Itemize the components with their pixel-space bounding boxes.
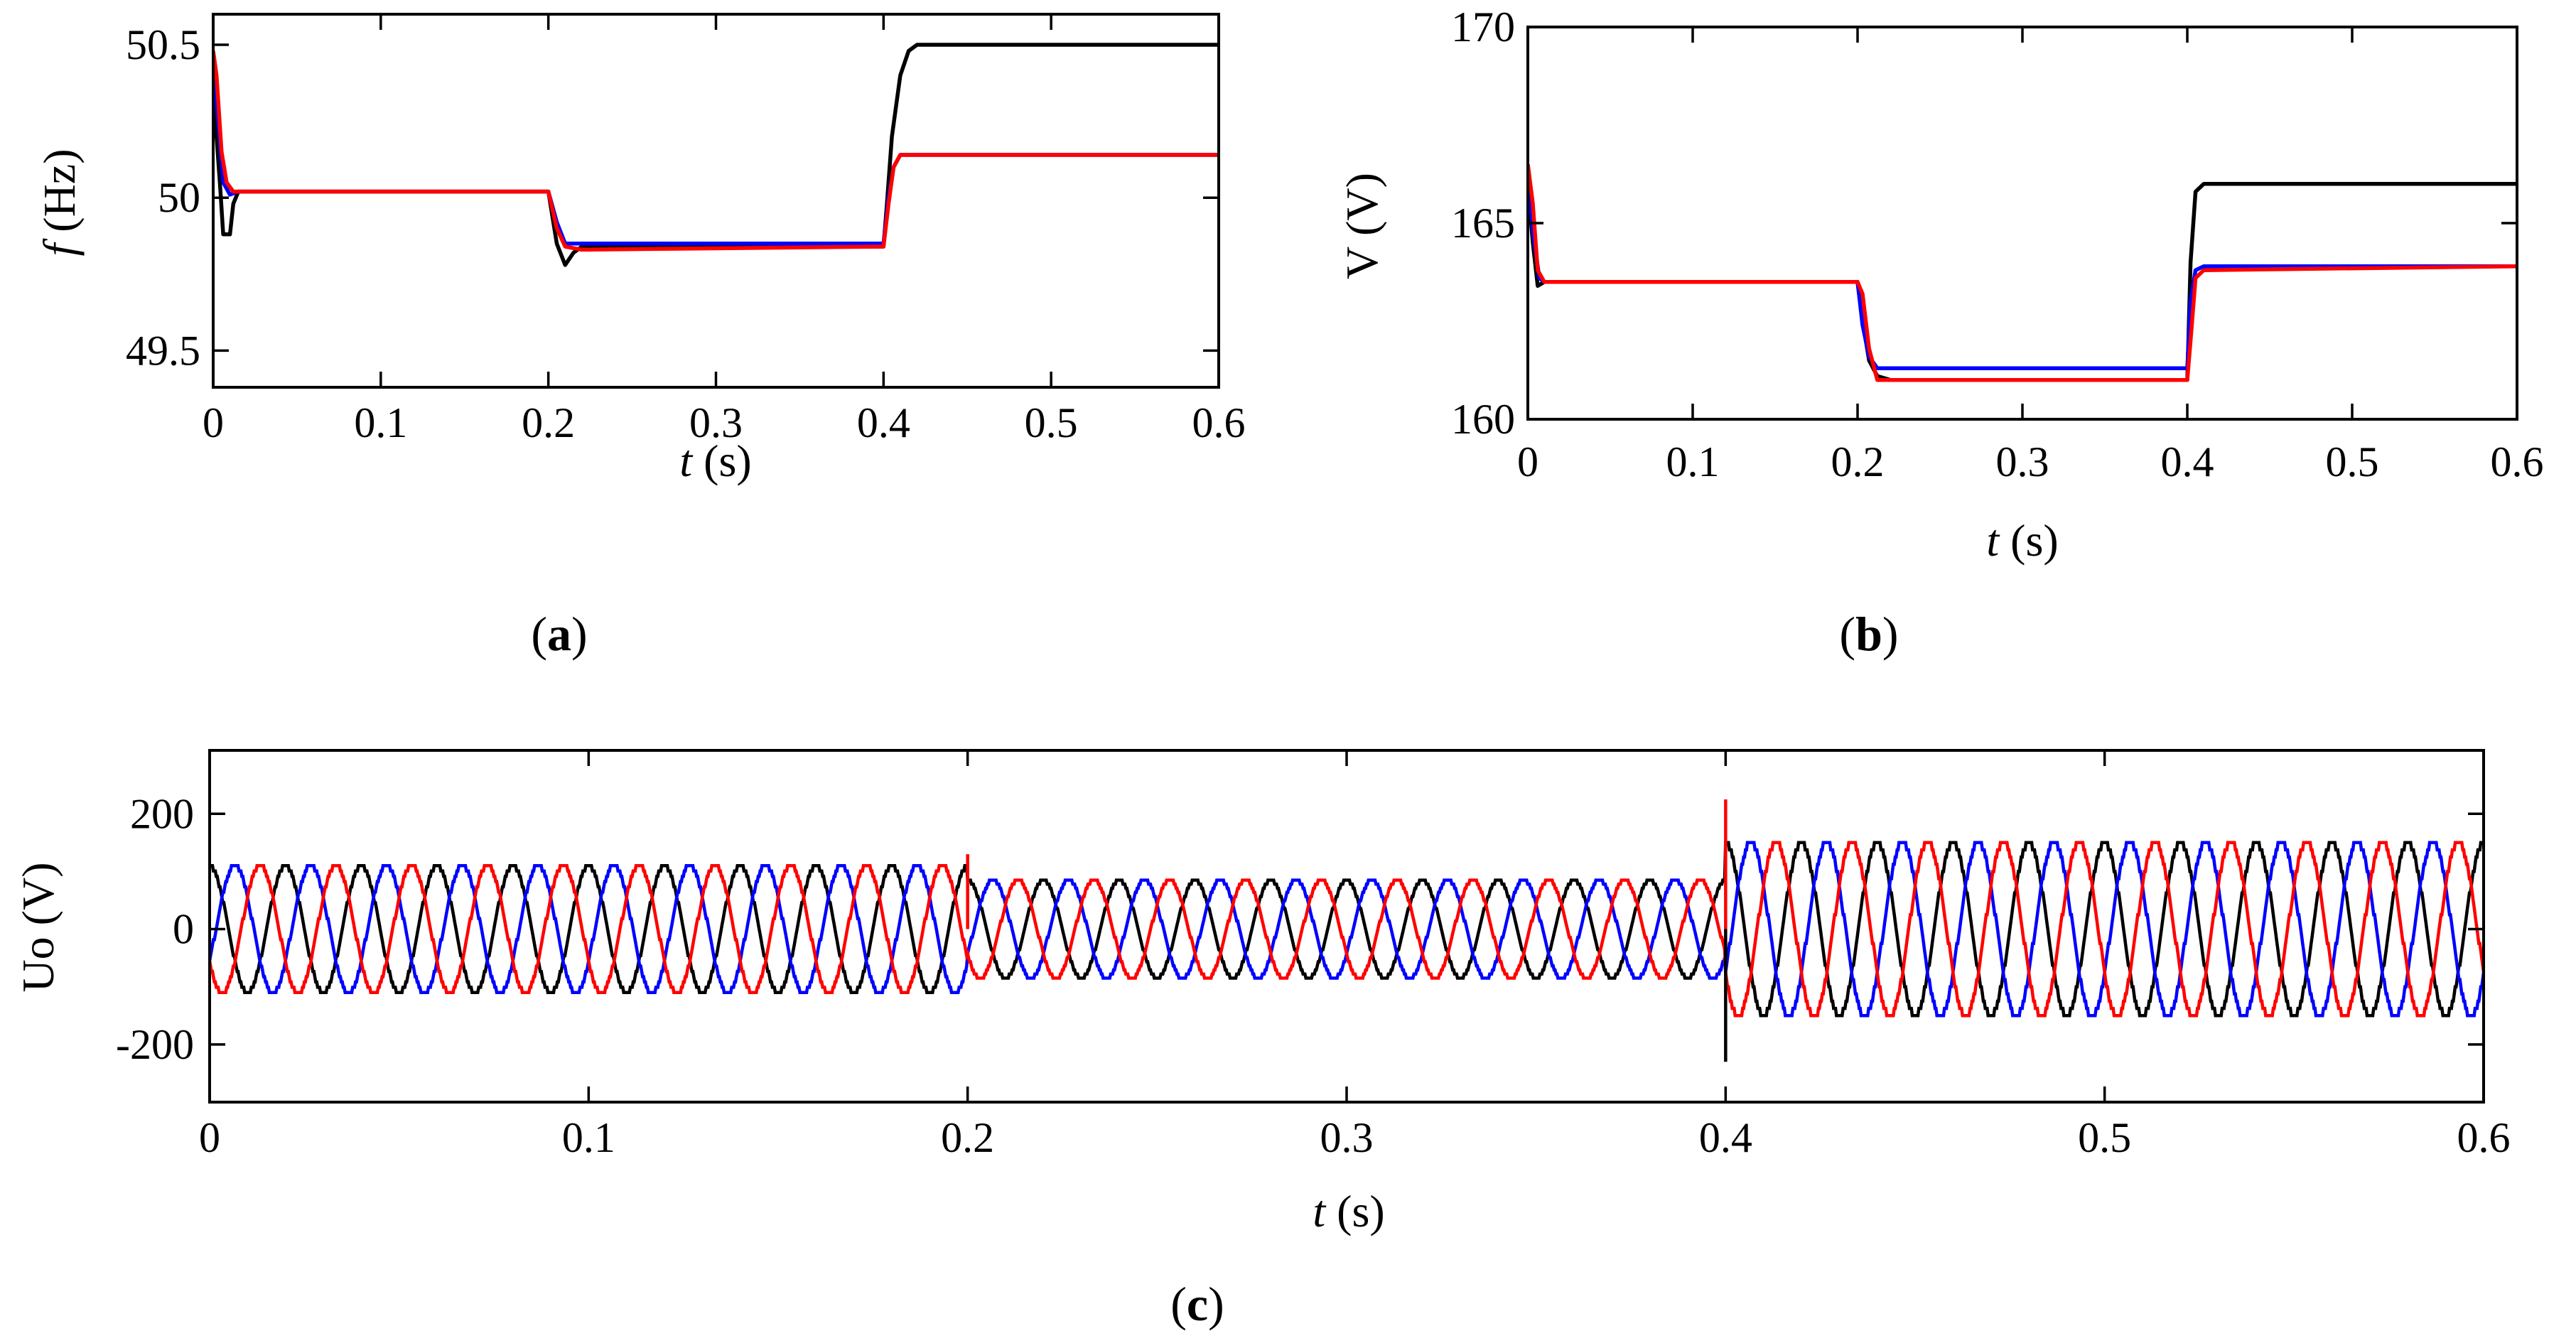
panel-a-series xyxy=(213,43,1219,267)
panel-a-x-tick-label: 0.2 xyxy=(522,399,575,446)
panel-c-x-tick-label: 0.5 xyxy=(2078,1114,2131,1161)
panel-c-y-tick-label: 0 xyxy=(173,906,194,953)
panel-c-y-tick-label: 200 xyxy=(130,790,194,837)
panel-b-series xyxy=(1528,163,2517,382)
panel-b-y-tick-labels: 160 165 170 xyxy=(1451,4,1515,443)
panel-b-x-tick-label: 0.6 xyxy=(2491,438,2544,485)
panel-c-x-tick-labels: 0 0.1 0.2 0.3 0.4 0.5 0.6 xyxy=(199,1114,2511,1161)
panel-a-x-tick-label: 0 xyxy=(203,399,224,446)
panel-c-x-tick-label: 0.2 xyxy=(941,1114,994,1161)
panel-c-label: (c) xyxy=(1170,1277,1224,1331)
panel-b-x-tick-label: 0 xyxy=(1517,438,1538,485)
panel-b-x-tick-label: 0.5 xyxy=(2326,438,2379,485)
panel-a-x-tick-label: 0.4 xyxy=(857,399,910,446)
panel-b-x-tick-labels: 0 0.1 0.2 0.3 0.4 0.5 0.6 xyxy=(1517,438,2544,485)
panel-a-y-tick-label: 49.5 xyxy=(126,327,200,374)
panel-c-x-tick-label: 0.6 xyxy=(2457,1114,2511,1161)
panel-c-series-black xyxy=(210,841,2484,1018)
panel-a-y-axis-label: f (Hz) xyxy=(34,149,85,256)
panel-b-series-blue xyxy=(1528,176,2517,370)
panel-a-x-tick-label: 0.3 xyxy=(689,399,743,446)
panel-a-x-tick-label: 0.6 xyxy=(1192,399,1246,446)
panel-b-y-axis-label: V (V) xyxy=(1337,173,1387,279)
panel-b-x-tick-label: 0.1 xyxy=(1666,438,1720,485)
panel-c-y-tick-labels: -200 0 200 xyxy=(116,790,194,1068)
panel-c-x-tick-label: 0.4 xyxy=(1699,1114,1752,1161)
panel-b-label: (b) xyxy=(1839,607,1898,661)
panel-c-series xyxy=(210,799,2484,1062)
panel-c-x-tick-label: 0.1 xyxy=(562,1114,615,1161)
panel-c-y-tick-label: -200 xyxy=(116,1021,194,1068)
panel-b-series-red xyxy=(1528,163,2517,382)
panel-b-x-tick-label: 0.2 xyxy=(1831,438,1885,485)
panel-c-x-axis-label: t (s) xyxy=(1313,1186,1384,1236)
panel-a-series-red xyxy=(213,50,1219,252)
panel-b-y-tick-label: 170 xyxy=(1451,4,1515,50)
panel-a-y-tick-label: 50.5 xyxy=(126,21,200,68)
panel-c-series-red xyxy=(210,841,2484,1018)
panel-b-y-tick-label: 165 xyxy=(1451,200,1515,247)
panel-a-y-tick-label: 50 xyxy=(158,174,200,221)
panel-c-ticks xyxy=(208,750,2485,1102)
panel-b-x-axis-label: t (s) xyxy=(1986,515,2058,566)
panel-a-series-black xyxy=(213,43,1219,267)
panel-a-ticks xyxy=(212,14,1220,387)
panel-c-x-tick-label: 0.3 xyxy=(1320,1114,1374,1161)
panel-b-x-tick-label: 0.3 xyxy=(1996,438,2049,485)
panel-b-ticks xyxy=(1526,26,2518,421)
panel-a-x-axis-label: t (s) xyxy=(679,436,751,486)
panel-a-x-tick-label: 0.5 xyxy=(1025,399,1078,446)
panel-b-plot-area xyxy=(1526,26,2518,421)
panel-b-y-tick-label: 160 xyxy=(1451,396,1515,443)
panel-c-series-blue xyxy=(210,841,2484,1018)
panel-a-x-tick-label: 0.1 xyxy=(354,399,407,446)
panel-a-label: (a) xyxy=(531,607,587,661)
panel-a-x-tick-labels: 0 0.1 0.2 0.3 0.4 0.5 0.6 xyxy=(203,399,1246,446)
panel-a-y-tick-labels: 49.5 50 50.5 xyxy=(126,21,200,374)
panel-a-plot-area xyxy=(212,13,1220,389)
panel-b-voltage-chart: 0 0.1 0.2 0.3 0.4 0.5 0.6 160 165 170 t (s) V (V… xyxy=(1337,4,2544,661)
panel-b-x-tick-label: 0.4 xyxy=(2161,438,2214,485)
panel-c-y-axis-label: Uo (V) xyxy=(13,862,63,992)
panel-c-plot-area xyxy=(208,749,2485,1104)
panel-c-x-tick-label: 0 xyxy=(199,1114,220,1161)
panel-a-frequency-chart: 0 0.1 0.2 0.3 0.4 0.5 0.6 49.5 50 50.5 t (s) f (… xyxy=(34,13,1246,661)
